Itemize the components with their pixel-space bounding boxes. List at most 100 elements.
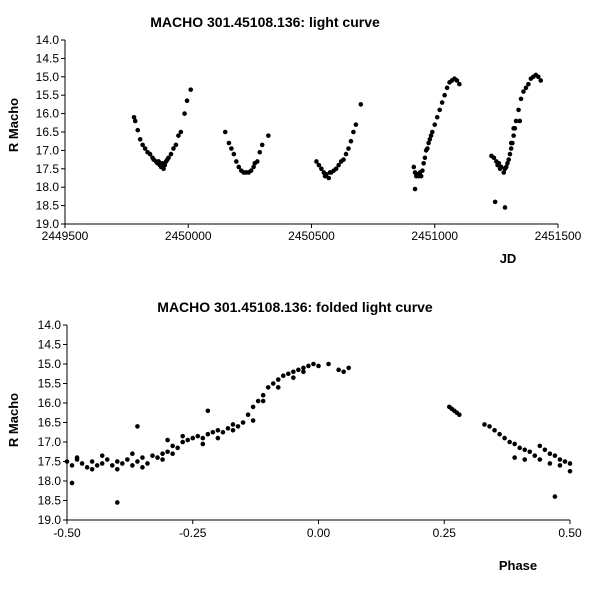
- data-point: [94, 463, 100, 468]
- data-point: [135, 424, 140, 429]
- data-point: [439, 100, 445, 105]
- data-point: [215, 428, 221, 433]
- data-point: [301, 365, 306, 371]
- data-point: [275, 377, 281, 382]
- data-points: [64, 361, 573, 505]
- data-point: [311, 361, 316, 367]
- data-point: [74, 455, 80, 460]
- data-point: [507, 151, 513, 157]
- data-point: [508, 140, 514, 146]
- data-point: [502, 435, 507, 441]
- data-point: [250, 404, 256, 410]
- data-point: [444, 85, 450, 91]
- data-point: [503, 164, 509, 170]
- data-point: [517, 445, 522, 451]
- data-point: [411, 164, 417, 170]
- data-point: [69, 463, 75, 468]
- data-point: [511, 133, 516, 138]
- data-point: [142, 146, 148, 151]
- data-point: [516, 107, 521, 113]
- data-point: [434, 114, 440, 120]
- data-point: [135, 459, 140, 464]
- data-point: [547, 451, 553, 457]
- data-point: [542, 447, 548, 453]
- data-point: [346, 365, 351, 371]
- data-point: [348, 138, 354, 144]
- data-point: [231, 151, 237, 157]
- y-axis: 14.0 14.5 15.0 15.5 16.0 16.5 17.0 17.5 18.0 18.5…: [38, 318, 67, 527]
- data-point: [567, 468, 573, 474]
- data-point: [220, 429, 226, 435]
- chart-title: MACHO 301.45108.136: folded light curve: [157, 299, 433, 315]
- data-point: [537, 443, 543, 449]
- data-point: [195, 433, 201, 439]
- data-point: [165, 449, 170, 455]
- data-point: [552, 453, 558, 458]
- data-point: [286, 371, 291, 377]
- data-point: [505, 160, 510, 166]
- data-point: [248, 168, 254, 173]
- y-tick-label: 14.0: [38, 318, 62, 332]
- data-point: [506, 157, 512, 162]
- data-point: [333, 166, 339, 172]
- data-point: [319, 166, 324, 172]
- y-axis-label: R Macho: [6, 393, 21, 447]
- data-point: [230, 428, 236, 433]
- data-point: [457, 412, 462, 418]
- data-point: [314, 159, 319, 164]
- data-point: [130, 463, 135, 468]
- x-tick-label: 2450000: [165, 229, 212, 243]
- data-point: [182, 111, 187, 116]
- x-axis: -0.50 -0.25 0.00 0.25 0.50: [53, 520, 582, 540]
- data-point: [225, 426, 231, 431]
- data-point: [425, 146, 430, 151]
- data-point: [346, 146, 351, 151]
- data-point: [296, 367, 301, 373]
- data-point: [323, 172, 329, 177]
- y-tick-label: 16.0: [36, 107, 60, 121]
- data-point: [353, 122, 359, 127]
- data-point: [266, 133, 271, 138]
- x-tick-label: -0.50: [53, 526, 81, 540]
- data-point: [89, 467, 95, 472]
- y-tick-label: 14.0: [36, 33, 60, 47]
- data-point: [260, 398, 266, 404]
- data-point: [84, 465, 90, 470]
- data-point: [130, 451, 135, 457]
- data-point: [491, 155, 497, 161]
- data-point: [104, 457, 110, 462]
- data-point: [226, 140, 232, 146]
- data-point: [240, 420, 246, 425]
- data-point: [291, 369, 296, 375]
- data-point: [517, 118, 523, 124]
- data-point: [343, 151, 349, 157]
- data-point: [437, 107, 442, 113]
- y-tick-label: 18.5: [38, 494, 62, 508]
- folded-light-curve-chart: MACHO 301.45108.136: folded light curve …: [6, 299, 582, 573]
- data-point: [89, 459, 95, 464]
- data-point: [205, 408, 211, 414]
- data-point: [301, 369, 306, 375]
- data-point: [155, 455, 160, 460]
- y-tick-label: 17.5: [36, 162, 60, 176]
- y-tick-label: 15.5: [38, 377, 62, 391]
- x-tick-label: -0.25: [179, 526, 207, 540]
- data-point: [140, 142, 145, 148]
- chart-title: MACHO 301.45108.136: light curve: [150, 14, 380, 30]
- data-point: [200, 441, 206, 447]
- data-point: [497, 431, 502, 437]
- data-point: [557, 457, 563, 462]
- x-tick-label: 2451500: [535, 229, 582, 243]
- x-tick-label: 2451000: [411, 229, 458, 243]
- data-point: [137, 137, 143, 142]
- data-point: [99, 461, 105, 466]
- data-point: [501, 170, 507, 175]
- data-point: [421, 160, 426, 166]
- data-point: [222, 129, 228, 135]
- data-point: [140, 455, 145, 460]
- data-point: [358, 102, 364, 107]
- y-tick-label: 17.5: [38, 455, 62, 469]
- y-tick-label: 18.0: [38, 474, 62, 488]
- data-point: [535, 74, 541, 80]
- data-point: [265, 385, 271, 390]
